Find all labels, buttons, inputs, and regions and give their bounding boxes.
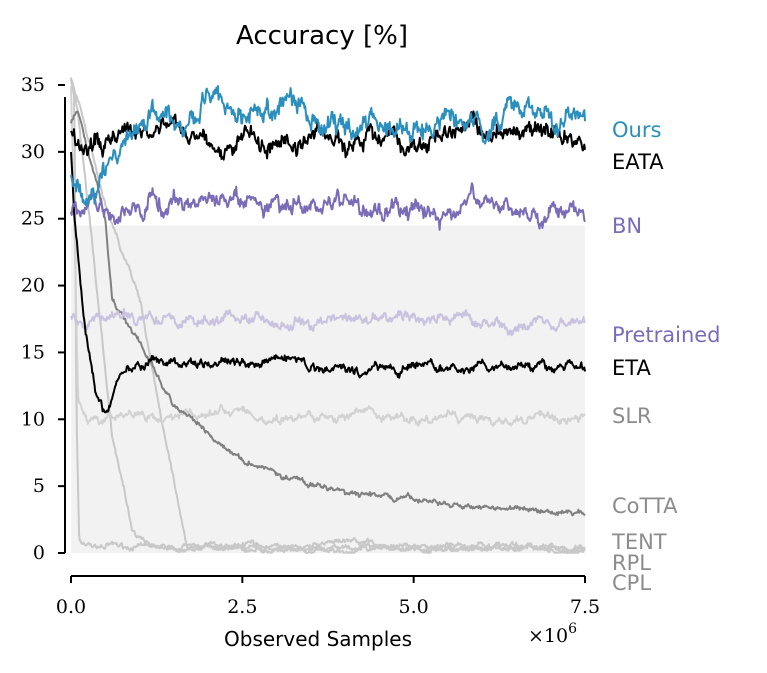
y-tick-label: 0: [33, 542, 45, 564]
y-tick-label: 10: [21, 408, 45, 430]
y-tick-label: 30: [21, 141, 45, 163]
shaded-band: [71, 225, 585, 553]
series-line-eta: [70, 151, 586, 414]
x-tick-label: 7.5: [570, 596, 600, 618]
legend-label-eta: ETA: [612, 356, 651, 380]
series-layer: [70, 77, 586, 554]
legend-label-slr: SLR: [612, 404, 652, 428]
chart-title: Accuracy [%]: [236, 21, 408, 51]
series-line-ours: [70, 85, 586, 206]
y-tick-label: 35: [21, 74, 45, 96]
legend-label-ours: Ours: [612, 118, 661, 142]
background-band: [71, 225, 585, 553]
axes: 0 5 10 15 20 25 30 35 0.0 2.5 5.0 7.5: [21, 74, 600, 618]
legend-label-eata: EATA: [612, 150, 664, 174]
y-tick-label: 25: [21, 208, 45, 230]
series-line-slr: [70, 86, 586, 427]
legend-label-pretrained: Pretrained: [612, 323, 721, 347]
x-axis-label: Observed Samples: [224, 627, 412, 651]
x-multiplier: ×106: [528, 621, 577, 647]
legend-label-bn: BN: [612, 214, 642, 238]
series-line-cotta: [70, 110, 586, 517]
legend-label-rpl: RPL: [612, 551, 651, 575]
series-line-bn: [70, 182, 586, 231]
legend-label-cotta: CoTTA: [612, 494, 678, 518]
series-line-rpl: [70, 78, 586, 554]
x-tick-label: 5.0: [399, 596, 429, 618]
x-multiplier-base: ×10: [528, 625, 568, 647]
series-line-tent: [70, 77, 586, 554]
y-tick-label: 5: [33, 475, 45, 497]
x-multiplier-exponent: 6: [568, 621, 577, 637]
legend: Ours EATA BN Pretrained ETA SLR CoTTA TENTRPLCP…: [611, 118, 721, 595]
series-line-pretrained: [70, 308, 586, 337]
legend-label-tent: TENT: [611, 530, 667, 554]
y-tick-label: 20: [21, 275, 45, 297]
x-tick-label: 2.5: [227, 596, 257, 618]
y-tick-label: 15: [21, 341, 45, 363]
legend-label-cpl: CPL: [612, 571, 651, 595]
x-tick-label: 0.0: [56, 596, 86, 618]
